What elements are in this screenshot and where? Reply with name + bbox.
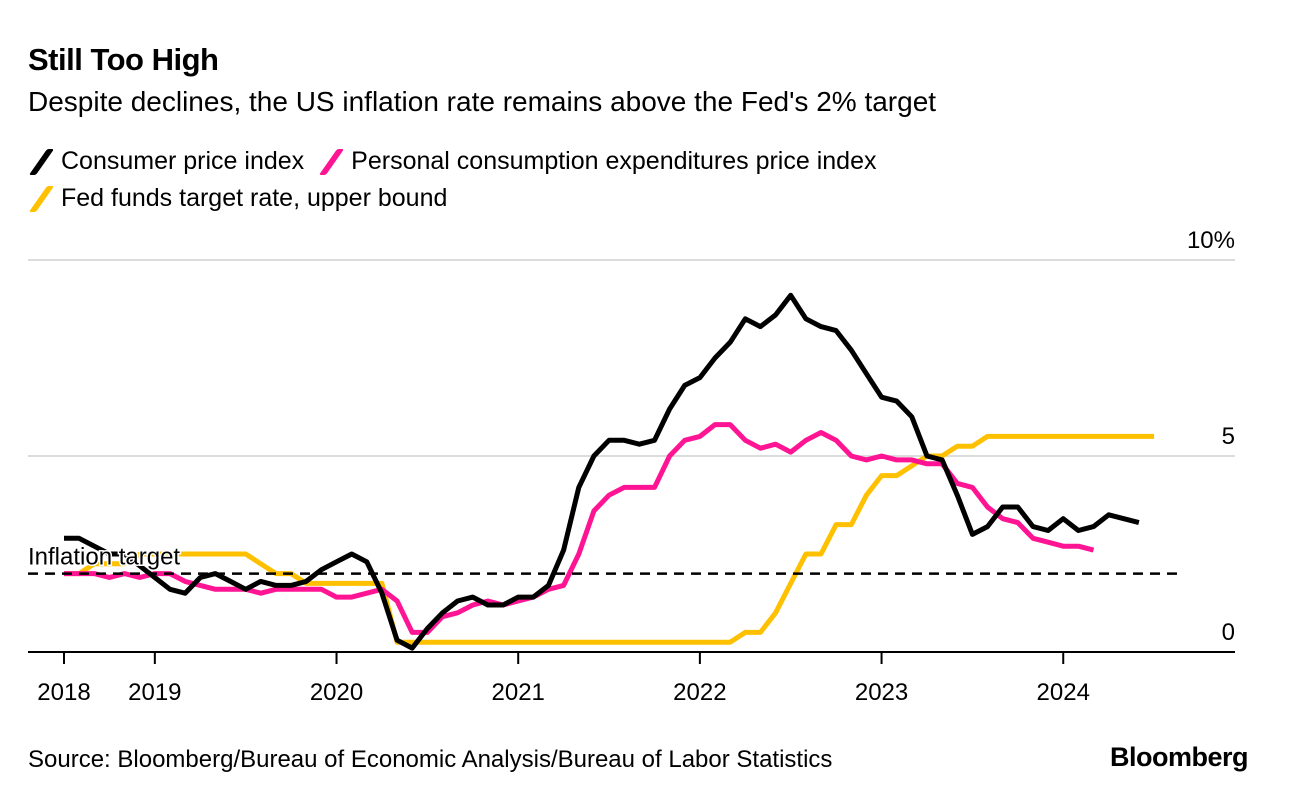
legend-item-cpi: Consumer price index [28, 147, 304, 176]
legend-label-cpi: Consumer price index [61, 147, 305, 175]
gridlines [28, 259, 1235, 457]
legend-row-2: Fed funds target rate, upper bound [28, 184, 461, 213]
x-tick-label: 2018 [37, 679, 90, 706]
inflation-target-label: Inflation target [28, 544, 180, 571]
x-axis: 2018 2019 2020 2021 2022 2023 2024 [28, 651, 1235, 706]
y-axis: 0 5 10% [1187, 227, 1235, 646]
y-tick-label: 0 [1222, 619, 1235, 646]
source-note: Source: Bloomberg/Bureau of Economic Ana… [28, 746, 833, 773]
x-tick-label: 2024 [1037, 679, 1090, 706]
legend-row-1: Consumer price index Personal consumptio… [28, 147, 890, 176]
x-tick-label: 2023 [855, 679, 908, 706]
series-line-fed-funds [64, 433, 1155, 645]
x-tick-label: 2020 [310, 679, 363, 706]
series-line-cpi [64, 292, 1140, 651]
legend-label-fed-funds: Fed funds target rate, upper bound [61, 184, 448, 212]
y-tick-label: 5 [1222, 423, 1235, 450]
legend-item-pce: Personal consumption expenditures price … [318, 147, 876, 176]
inflation-target-line: Inflation target [27, 542, 1180, 575]
series-lines [64, 292, 1155, 651]
bloomberg-logo: Bloomberg [1110, 742, 1249, 772]
chart-title: Still Too High [28, 42, 219, 77]
legend-item-fed-funds: Fed funds target rate, upper bound [28, 184, 447, 213]
x-tick-label: 2022 [673, 679, 726, 706]
chart-subtitle: Despite declines, the US inflation rate … [28, 86, 937, 117]
x-tick-label: 2021 [492, 679, 545, 706]
series-line-pce [64, 422, 1095, 635]
x-tick-label: 2019 [128, 679, 181, 706]
y-tick-label: 10% [1187, 227, 1235, 254]
legend-label-pce: Personal consumption expenditures price … [351, 147, 877, 175]
